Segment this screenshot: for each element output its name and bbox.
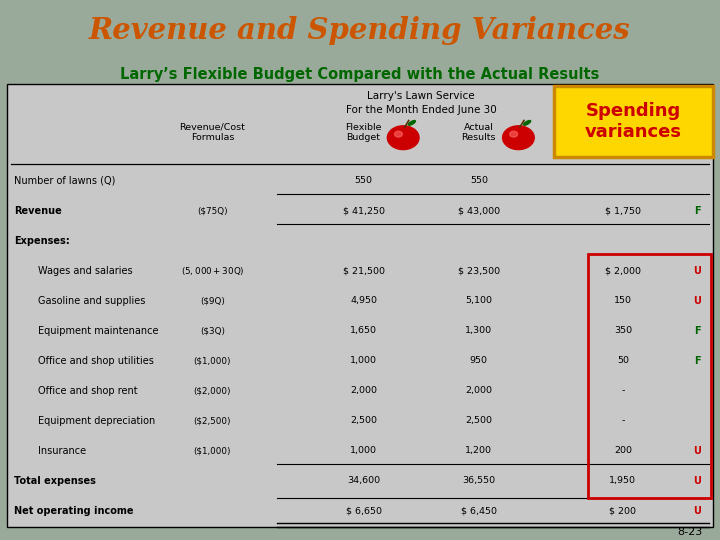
FancyBboxPatch shape xyxy=(7,84,713,526)
Circle shape xyxy=(395,131,402,137)
Text: ($1,000): ($1,000) xyxy=(194,356,231,366)
Text: Wages and salaries: Wages and salaries xyxy=(38,266,132,276)
Text: 950: 950 xyxy=(470,356,488,366)
Text: 34,600: 34,600 xyxy=(347,476,380,485)
Text: Equipment depreciation: Equipment depreciation xyxy=(38,416,156,426)
Text: 350: 350 xyxy=(613,326,632,335)
Text: 550: 550 xyxy=(470,176,488,185)
Text: U: U xyxy=(693,476,701,486)
Text: -: - xyxy=(621,387,624,395)
Text: Spending
variances: Spending variances xyxy=(585,102,682,141)
Text: 5,100: 5,100 xyxy=(465,296,492,305)
Text: $ 6,650: $ 6,650 xyxy=(346,507,382,516)
Text: ($2,000): ($2,000) xyxy=(194,387,231,395)
Text: $ 23,500: $ 23,500 xyxy=(458,266,500,275)
Text: ($2,500): ($2,500) xyxy=(194,416,231,426)
Text: ($9Q): ($9Q) xyxy=(200,296,225,305)
Text: F: F xyxy=(693,206,701,216)
Text: $ 43,000: $ 43,000 xyxy=(458,206,500,215)
Text: Office and shop rent: Office and shop rent xyxy=(38,386,138,396)
Text: U: U xyxy=(693,266,701,276)
Text: $ 200: $ 200 xyxy=(609,507,636,516)
Text: U: U xyxy=(693,446,701,456)
Text: ($1,000): ($1,000) xyxy=(194,447,231,455)
Text: 50: 50 xyxy=(617,356,629,366)
Text: Revenue/Cost
Formulas: Revenue/Cost Formulas xyxy=(179,123,246,142)
Text: 200: 200 xyxy=(613,447,632,455)
Text: Equipment maintenance: Equipment maintenance xyxy=(38,326,158,336)
Text: -: - xyxy=(621,416,624,426)
Text: 36,550: 36,550 xyxy=(462,476,495,485)
Text: Revenue: Revenue xyxy=(14,206,62,216)
Text: 4,950: 4,950 xyxy=(350,296,377,305)
Text: Total expenses: Total expenses xyxy=(14,476,96,486)
Text: For the Month Ended June 30: For the Month Ended June 30 xyxy=(346,105,497,116)
Text: Number of lawns (Q): Number of lawns (Q) xyxy=(14,176,116,186)
Text: F: F xyxy=(693,356,701,366)
Text: $ 1,750: $ 1,750 xyxy=(605,206,641,215)
Ellipse shape xyxy=(523,120,531,125)
Text: 2,000: 2,000 xyxy=(350,387,377,395)
Circle shape xyxy=(510,131,518,137)
FancyBboxPatch shape xyxy=(554,86,713,157)
Text: 2,500: 2,500 xyxy=(465,416,492,426)
Text: F: F xyxy=(693,326,701,336)
Text: 1,950: 1,950 xyxy=(609,476,636,485)
Text: Office and shop utilities: Office and shop utilities xyxy=(38,356,154,366)
Text: Actual
Results: Actual Results xyxy=(462,123,496,142)
Circle shape xyxy=(503,126,534,150)
Text: 8-23: 8-23 xyxy=(677,527,702,537)
Text: 1,300: 1,300 xyxy=(465,326,492,335)
Text: $ 2,000: $ 2,000 xyxy=(605,266,641,275)
Text: Revenue and Spending Variances: Revenue and Spending Variances xyxy=(89,16,631,45)
Ellipse shape xyxy=(408,120,415,125)
Text: Larry's Lawn Service: Larry's Lawn Service xyxy=(367,91,475,102)
Text: 1,200: 1,200 xyxy=(465,447,492,455)
Text: Larry’s Flexible Budget Compared with the Actual Results: Larry’s Flexible Budget Compared with th… xyxy=(120,68,600,83)
Text: Revenue and
Spending
Variances: Revenue and Spending Variances xyxy=(600,123,660,152)
Text: 550: 550 xyxy=(355,176,373,185)
Text: Net operating income: Net operating income xyxy=(14,506,134,516)
Text: 2,500: 2,500 xyxy=(350,416,377,426)
Text: Expenses:: Expenses: xyxy=(14,236,70,246)
Text: Flexible
Budget: Flexible Budget xyxy=(346,123,382,142)
Text: U: U xyxy=(693,506,701,516)
Text: 1,000: 1,000 xyxy=(350,447,377,455)
Text: $ 41,250: $ 41,250 xyxy=(343,206,384,215)
Text: $ 6,450: $ 6,450 xyxy=(461,507,497,516)
Text: 2,000: 2,000 xyxy=(465,387,492,395)
Text: 1,000: 1,000 xyxy=(350,356,377,366)
Text: ($75Q): ($75Q) xyxy=(197,206,228,215)
Text: $ 21,500: $ 21,500 xyxy=(343,266,384,275)
Text: Gasoline and supplies: Gasoline and supplies xyxy=(38,296,145,306)
Text: 1,650: 1,650 xyxy=(350,326,377,335)
Text: Insurance: Insurance xyxy=(38,446,86,456)
Circle shape xyxy=(387,126,419,150)
Text: ($3Q): ($3Q) xyxy=(200,326,225,335)
Text: 150: 150 xyxy=(613,296,632,305)
Text: ($5,000 + $30Q): ($5,000 + $30Q) xyxy=(181,265,244,277)
Text: U: U xyxy=(693,296,701,306)
